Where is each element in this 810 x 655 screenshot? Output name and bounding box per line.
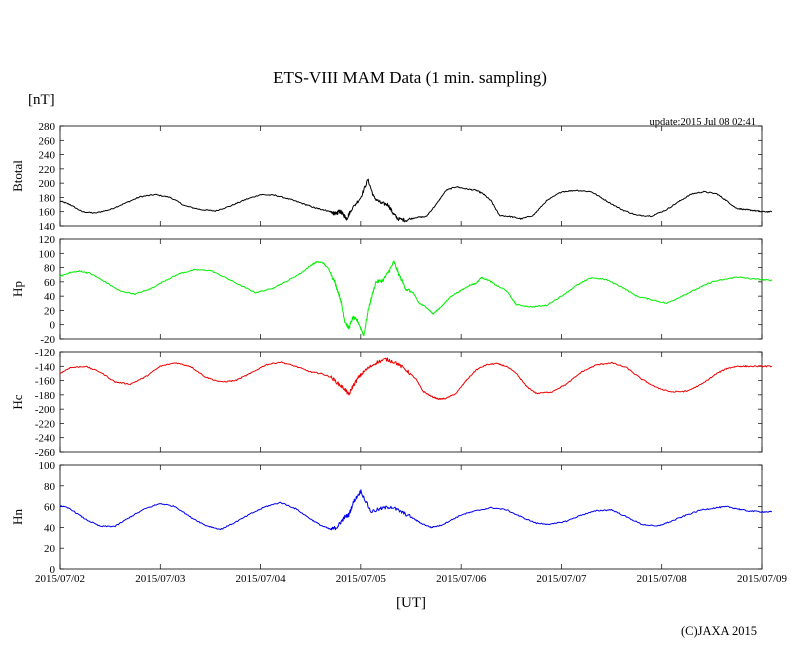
y-tick-label: 60 <box>44 502 56 514</box>
y-tick-label: 0 <box>50 320 56 332</box>
y-tick-label: 0 <box>50 564 56 576</box>
y-axis-label-hn: Hn <box>10 509 25 525</box>
y-axis-label-btotal: Btotal <box>10 160 25 192</box>
y-tick-label: -140 <box>35 361 56 373</box>
panel-frame <box>59 238 763 340</box>
panel-frame <box>59 464 763 570</box>
y-tick-label: -160 <box>35 376 56 388</box>
panel-frame <box>59 351 763 453</box>
y-tick-label: -180 <box>35 390 56 402</box>
y-axis-label-hc: Hc <box>10 394 25 409</box>
y-tick-label: 20 <box>44 543 56 555</box>
x-tick-label: 2015/07/06 <box>436 573 487 585</box>
y-tick-label: 280 <box>39 121 56 133</box>
x-tick-label: 2015/07/08 <box>637 573 688 585</box>
y-tick-label: -240 <box>35 433 56 445</box>
y-tick-label: 80 <box>44 481 56 493</box>
y-tick-label: 20 <box>44 305 56 317</box>
panel-frame <box>59 125 763 227</box>
y-tick-label: 180 <box>39 192 56 204</box>
y-tick-label: -200 <box>35 404 56 416</box>
y-tick-label: 160 <box>39 207 56 219</box>
x-tick-label: 2015/07/03 <box>135 573 186 585</box>
y-tick-label: 100 <box>39 460 56 472</box>
y-tick-label: -220 <box>35 418 56 430</box>
x-tick-label: 2015/07/07 <box>536 573 587 585</box>
y-tick-label: 100 <box>39 248 56 260</box>
y-tick-label: -260 <box>35 447 56 459</box>
y-tick-label: 260 <box>39 135 56 147</box>
y-axis-label-hp: Hp <box>10 281 25 297</box>
panel-hp: -20 0 20 40 60 80 100 120 Hp <box>10 234 773 346</box>
panel-hn: 0 20 40 60 80 100 Hn <box>10 460 773 576</box>
y-tick-label: 40 <box>44 522 56 534</box>
y-tick-label: -120 <box>35 347 56 359</box>
y-tick-label: 220 <box>39 164 56 176</box>
chart-title: ETS-VIII MAM Data (1 min. sampling) <box>273 68 547 87</box>
series-line-hc <box>59 357 773 401</box>
plot-layer: 140160180200220240260280Btotal-200204060… <box>10 121 788 585</box>
panel-btotal: 140 160 180 200 220 240 260 280 Btotal <box>10 121 773 233</box>
panel-hc: -260 -240 -220 -200 -180 -160 -140 -120 Hc <box>10 347 773 459</box>
x-tick-label: 2015/07/05 <box>336 573 387 585</box>
x-tick-label: 2015/07/09 <box>737 573 788 585</box>
unit-label: [nT] <box>28 92 55 108</box>
y-tick-label: 240 <box>39 150 56 162</box>
series-line-hn <box>59 489 773 531</box>
y-tick-label: 140 <box>39 221 56 233</box>
series-line-hp <box>59 260 773 337</box>
y-tick-label: 80 <box>44 263 56 275</box>
y-tick-label: 40 <box>44 291 56 303</box>
y-tick-label: 200 <box>39 178 56 190</box>
y-tick-label: 60 <box>44 277 56 289</box>
x-axis-label: [UT] <box>396 595 426 611</box>
y-tick-label: 120 <box>39 234 56 246</box>
y-tick-label: -20 <box>40 334 55 346</box>
series-line-btotal <box>59 178 773 223</box>
update-timestamp: update:2015 Jul 08 02:41 <box>650 117 756 128</box>
x-tick-label: 2015/07/04 <box>236 573 287 585</box>
x-tick-label: 2015/07/02 <box>35 573 85 585</box>
copyright-text: (C)JAXA 2015 <box>681 624 757 638</box>
